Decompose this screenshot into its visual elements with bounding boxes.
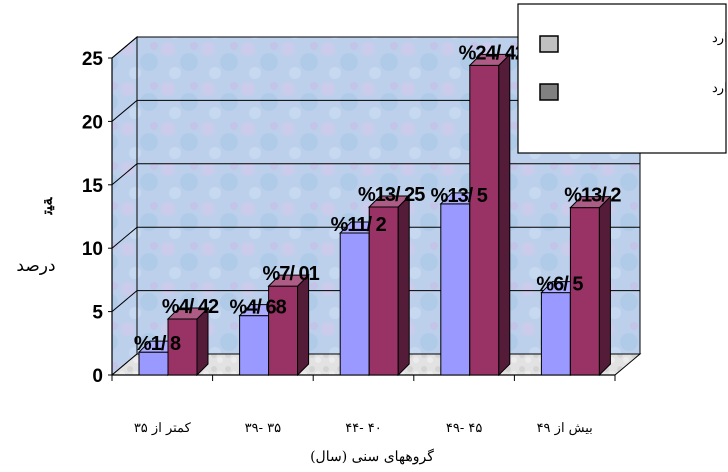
bar-top [267, 274, 310, 287]
bar-side [498, 53, 511, 377]
data-label: %13/ 25 [358, 184, 425, 206]
data-label: %11/ 2 [331, 214, 387, 236]
data-label: %6/ 5 [536, 274, 583, 296]
bar [569, 195, 612, 377]
data-label: %4/ 42 [162, 296, 219, 318]
plot-wall-side [111, 35, 138, 377]
data-label: %24/ 42 [459, 42, 526, 64]
bar-front [440, 203, 471, 376]
data-labels: %1/ 8 %4/ 42 %4/ 68 %7/ 01 %11/ 2 %13/ 25 %13/… [134, 42, 622, 355]
category-label: ۴۵ -۴۹ [446, 421, 482, 436]
legend-label-no-disorder: اختلالات آرنج ندارد [712, 29, 728, 46]
y-axis-glyph: ﺔﯿﺗ [39, 197, 56, 216]
y-tick-label: 25 [82, 49, 104, 70]
bar-front [239, 315, 270, 376]
bar-front [138, 351, 169, 376]
bar-side [598, 195, 611, 377]
x-axis-label: گروههای سنی (سال) [310, 448, 434, 465]
data-label: %7/ 01 [262, 263, 319, 285]
bars [137, 53, 612, 377]
data-label: %13/ 5 [431, 185, 488, 207]
gridline [111, 36, 640, 59]
bar-side [297, 273, 310, 377]
y-tick-label: 5 [92, 303, 103, 324]
legend-swatch-no-disorder [539, 35, 559, 53]
category-label: ۳۵ -۳۹ [245, 421, 281, 436]
bar [367, 194, 411, 377]
bar [267, 273, 310, 377]
bar-side [397, 194, 410, 377]
category-label: بیش از ۴۹ [537, 421, 593, 436]
bar-front [469, 64, 500, 376]
bar-front [540, 292, 571, 376]
y-tick-label: 10 [82, 239, 103, 260]
bar-top [166, 307, 210, 320]
y-tick-label: 0 [92, 366, 103, 387]
legend-swatch-has-disorder [539, 83, 559, 101]
bar-front [368, 206, 399, 376]
bar-front [339, 232, 370, 376]
category-label: ۴۰ -۴۴ [345, 421, 381, 436]
category-label: کمتر از ۳۵ [134, 421, 192, 436]
bar [166, 306, 210, 377]
y-tick-label: 15 [82, 176, 104, 197]
category-labels: کمتر از ۳۵ ۳۵ -۳۹ ۴۰ -۴۴ ۴۵ -۴۹ بیش از ۴۹ [134, 421, 593, 436]
bar-top [367, 195, 411, 208]
bar-front [268, 285, 299, 376]
x-tick-marks [111, 375, 616, 381]
legend-box [517, 3, 727, 154]
data-label: %1/ 8 [134, 333, 181, 355]
y-axis-label: درصد [16, 256, 55, 276]
y-tick-label: 20 [82, 112, 103, 133]
data-label: %13/ 2 [564, 185, 621, 207]
bar-top [468, 53, 512, 66]
bar-top [569, 196, 612, 209]
bar [468, 53, 512, 377]
y-tick-labels: 0 5 10 15 20 25 [82, 49, 104, 387]
data-label: %4/ 68 [229, 297, 286, 319]
